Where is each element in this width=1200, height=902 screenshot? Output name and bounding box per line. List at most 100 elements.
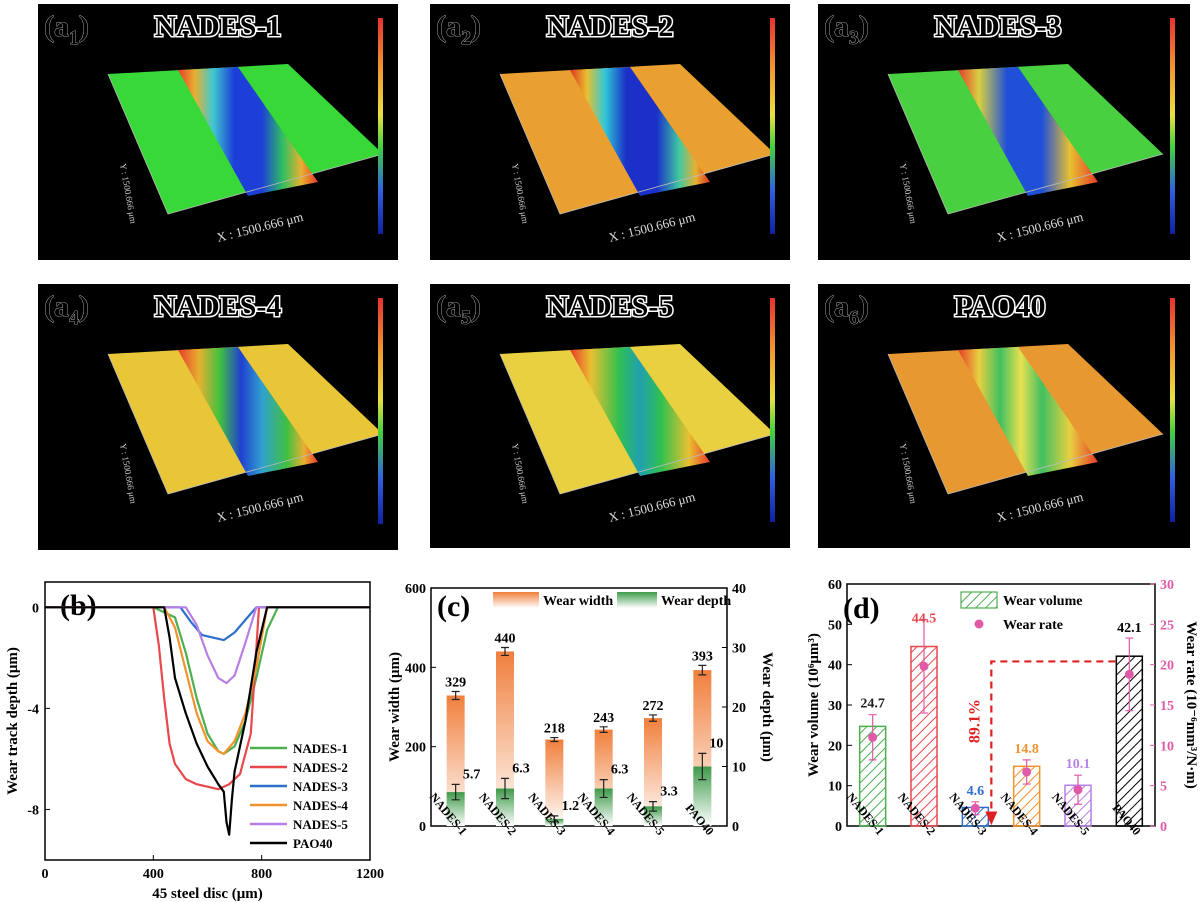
y-tick-label-left: 10 [828,780,842,795]
topo-colorbar [1170,18,1175,234]
data-label-depth: 5.7 [463,767,481,782]
y-tick-label-right: 30 [1160,578,1174,593]
y-tick-label-right: 40 [732,582,746,597]
error-bar-depth [501,777,509,800]
y-tick-label-right: 25 [1160,618,1174,633]
bar-wear-depth [644,806,662,826]
x-tick-label: 800 [251,867,272,882]
y-tick-label-right: 20 [1160,659,1174,674]
error-bar-depth [451,783,460,801]
legend-label: NADES-1 [293,741,348,756]
topo-panel-title: NADES-5 [547,290,674,323]
legend-label: NADES-4 [293,798,348,813]
y-tick-label-left: 50 [828,618,842,633]
error-bar-width [698,664,707,676]
topo-colorbar [1170,298,1175,522]
data-label-depth: 6.3 [611,763,629,778]
topo-colorbar [378,298,383,524]
y-tick-label: 0 [32,601,39,616]
data-label-depth: 1.2 [562,799,580,814]
data-label-width: 218 [544,722,565,737]
y-axis-title-left: Wear volume (10⁶μm³) [806,633,822,777]
y-tick-label-left: 40 [828,659,842,674]
topo-panel-label: (a4) [44,290,89,329]
topo-panel-2: X : 1500.666 μmY : 1500.666 μm(a2) NADES-… [430,4,790,260]
error-bar-depth [649,801,657,812]
bar-wear-depth [446,792,465,826]
topo-wear-groove [958,67,1098,196]
y-axis-title: Wear track depth (μm) [5,647,21,795]
topo-x-axis [947,153,1164,215]
plot-frame [846,583,1156,827]
series-line-pao40 [45,606,370,836]
y-tick-label: -8 [27,803,39,818]
y-tick-label-right: 30 [732,642,746,657]
y-tick-label-left: 600 [405,582,426,597]
topo-panel-title: NADES-3 [935,10,1062,43]
topo-colorbar [770,298,775,522]
legend-label: Wear depth [661,594,731,609]
y-axis-title-left: Wear width (μm) [387,652,403,762]
x-axis-title: 45 steel disc (μm) [152,886,263,902]
topo-panel-6: X : 1500.666 μmY : 1500.666 μm(a6) PAO40 [818,284,1190,548]
y-tick-label-right: 0 [732,820,739,835]
series-line-nades-2 [45,606,370,791]
topo-panel-label: (a1) [44,10,89,49]
data-label-volume: 14.8 [1014,742,1038,757]
topo-wear-groove [570,67,710,196]
panel-label-c: (c) [437,590,470,623]
bar-wear-depth [594,788,613,826]
data-label-volume: 24.7 [860,697,885,712]
y-axis-title-right: Wear depth (μm) [759,652,775,762]
y-tick-label-left: 0 [835,820,842,835]
x-tick-label: 1200 [356,867,384,882]
y-tick-label-left: 60 [828,578,842,593]
topo-wear-groove [178,67,318,196]
topo-x-axis [559,433,776,495]
data-label-width: 393 [692,649,713,664]
topo-panel-title: NADES-1 [155,10,282,43]
data-label-depth: 3.3 [660,785,678,800]
y-tick-label-right: 5 [1160,780,1167,795]
topo-y-axis [887,353,949,495]
topo-x-axis [559,153,776,215]
topo-x-axis [947,433,1164,495]
bar-wear-width [644,718,662,826]
series-line-nades-1 [45,606,370,755]
chart-c-wear-width-depth: 0 200 400 600 0 10 20 30 40 Wear width (μm) Wear d… [387,582,775,838]
bar-wear-depth [496,788,514,826]
legend-swatch-depth [617,592,657,608]
topo-wear-groove [570,347,710,476]
topo-panel-label: (a2) [436,10,481,49]
topo-panel-label: (a5) [436,290,481,329]
error-bar-width [599,726,608,733]
data-label-volume: 4.6 [967,784,985,799]
legend-swatch-volume [960,591,998,609]
topo-y-axis [107,73,169,215]
error-bar-depth [698,752,707,781]
topo-colorbar [378,18,383,234]
legend-label: NADES-5 [293,817,348,832]
y-tick-label-left: 0 [419,820,426,835]
data-label-volume: 10.1 [1066,757,1091,772]
topo-panel-label: (a3) [824,10,869,49]
reduction-label: 89.1% [966,699,983,743]
topo-y-axis [887,73,949,215]
data-label-depth: 10 [709,736,723,751]
bar-wear-width [496,651,514,826]
point-wear-rate [1022,767,1032,777]
legend-swatch-width [493,592,539,608]
legend-label: Wear volume [1003,594,1082,609]
y-tick-label-right: 10 [732,761,746,776]
topo-panel-3: X : 1500.666 μmY : 1500.666 μm(a3) NADES-… [818,4,1190,260]
data-label-depth: 6.3 [512,761,530,776]
topo-panel-5: X : 1500.666 μmY : 1500.666 μm(a5) NADES-… [430,284,790,548]
y-tick-label-right: 10 [1160,739,1174,754]
error-bar-width [649,714,657,722]
data-label-volume: 42.1 [1117,621,1142,636]
topo-colorbar [770,18,775,234]
bar-wear-width [545,739,564,826]
error-bar-depth [599,778,608,799]
legend-label: Wear width [543,594,613,609]
y-tick-label: -4 [27,702,39,717]
